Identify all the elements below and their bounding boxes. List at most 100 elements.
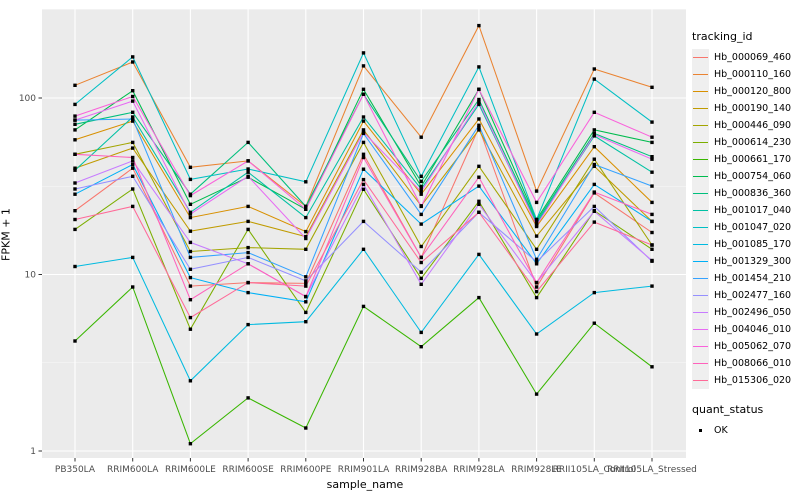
data-point	[304, 320, 308, 324]
legend-key-line	[693, 329, 708, 330]
legend-key-line	[693, 176, 708, 177]
legend-item-label: Hb_004046_010	[714, 324, 792, 335]
legend-key-swatch	[692, 321, 709, 338]
data-point	[188, 210, 193, 214]
legend-key-swatch	[692, 185, 709, 202]
data-point	[131, 159, 135, 163]
data-point	[246, 245, 250, 250]
y-tick-label: 100	[19, 94, 36, 104]
legend-item-label: Hb_001047_020	[714, 222, 792, 233]
data-point	[477, 117, 481, 121]
legend-key-swatch	[692, 422, 709, 439]
data-point	[477, 23, 481, 28]
data-point	[246, 290, 250, 295]
data-point	[246, 219, 250, 224]
data-point	[650, 365, 654, 369]
legend-item-label: Hb_000110_160	[714, 69, 792, 80]
legend-key-line	[693, 159, 708, 160]
data-point	[188, 215, 193, 220]
data-point	[246, 396, 250, 400]
x-axis-title: sample_name	[326, 478, 404, 491]
data-point	[592, 182, 596, 187]
data-point	[477, 97, 481, 102]
legend-key-swatch	[692, 287, 709, 304]
legend-key-line	[693, 261, 708, 262]
data-point	[73, 138, 77, 142]
data-point	[592, 110, 596, 114]
data-point	[419, 255, 423, 260]
data-point	[361, 152, 366, 156]
legend-key-line	[693, 346, 708, 347]
data-point	[304, 215, 308, 220]
data-point	[361, 51, 366, 55]
data-point	[419, 204, 423, 209]
data-point	[650, 258, 654, 263]
x-tick-label: RRIM600PE	[280, 465, 332, 475]
data-point	[361, 187, 366, 191]
data-point	[534, 280, 539, 285]
data-point	[592, 128, 596, 132]
data-point	[131, 187, 135, 191]
x-tick-label: RRIM600SE	[222, 465, 274, 475]
data-point	[592, 290, 596, 295]
data-point	[188, 249, 193, 254]
legend-key-line	[693, 108, 708, 109]
data-point	[534, 234, 539, 238]
data-point	[361, 64, 366, 68]
legend-key-line	[693, 125, 708, 126]
data-point	[477, 87, 481, 91]
data-point	[477, 252, 481, 257]
data-point	[131, 99, 135, 103]
data-point	[592, 321, 596, 325]
legend-item-label: Hb_000661_170	[714, 154, 792, 165]
data-point	[534, 285, 539, 289]
x-tick-label: PB350LA	[55, 465, 96, 475]
data-point	[73, 187, 77, 191]
data-point	[361, 92, 366, 96]
legend-key-line	[693, 244, 708, 245]
data-point	[188, 229, 193, 233]
data-point	[534, 295, 539, 300]
data-point	[73, 217, 77, 222]
x-tick-label: RRIM901LA	[338, 465, 390, 475]
data-point	[73, 152, 77, 156]
legend-key-swatch	[692, 338, 709, 355]
data-point	[131, 255, 135, 260]
legend-item: Hb_001454_210	[692, 270, 800, 287]
data-point	[419, 135, 423, 139]
legend-item: Hb_002496_050	[692, 304, 800, 321]
legend-item-label: Hb_001085_170	[714, 239, 792, 250]
data-point	[188, 202, 193, 206]
data-point	[592, 67, 596, 71]
data-point	[419, 282, 423, 286]
legend-item: Hb_008066_010	[692, 355, 800, 372]
data-point	[592, 190, 596, 194]
data-point	[361, 304, 366, 309]
data-point	[131, 174, 135, 178]
data-point	[419, 260, 423, 265]
data-point	[73, 118, 77, 122]
data-point	[361, 247, 366, 251]
data-point	[188, 379, 193, 383]
data-point	[650, 230, 654, 235]
legend-item-label: Hb_001017_040	[714, 205, 792, 216]
legend-key-swatch	[692, 355, 709, 372]
legend-item-label: Hb_001454_210	[714, 273, 792, 284]
data-point	[131, 119, 135, 123]
data-point	[188, 177, 193, 182]
data-point	[361, 119, 366, 123]
legend-item: Hb_004046_010	[692, 321, 800, 338]
data-point	[534, 260, 539, 264]
legend-key-line	[693, 91, 708, 92]
data-point	[131, 204, 135, 209]
data-point	[304, 180, 308, 184]
data-point	[188, 267, 193, 271]
data-point	[304, 294, 308, 299]
legend-key-swatch	[692, 151, 709, 168]
data-point	[246, 174, 250, 178]
data-point	[188, 284, 193, 288]
data-point	[419, 184, 423, 189]
data-point	[534, 217, 539, 222]
data-point	[73, 128, 77, 132]
data-point	[592, 204, 596, 209]
